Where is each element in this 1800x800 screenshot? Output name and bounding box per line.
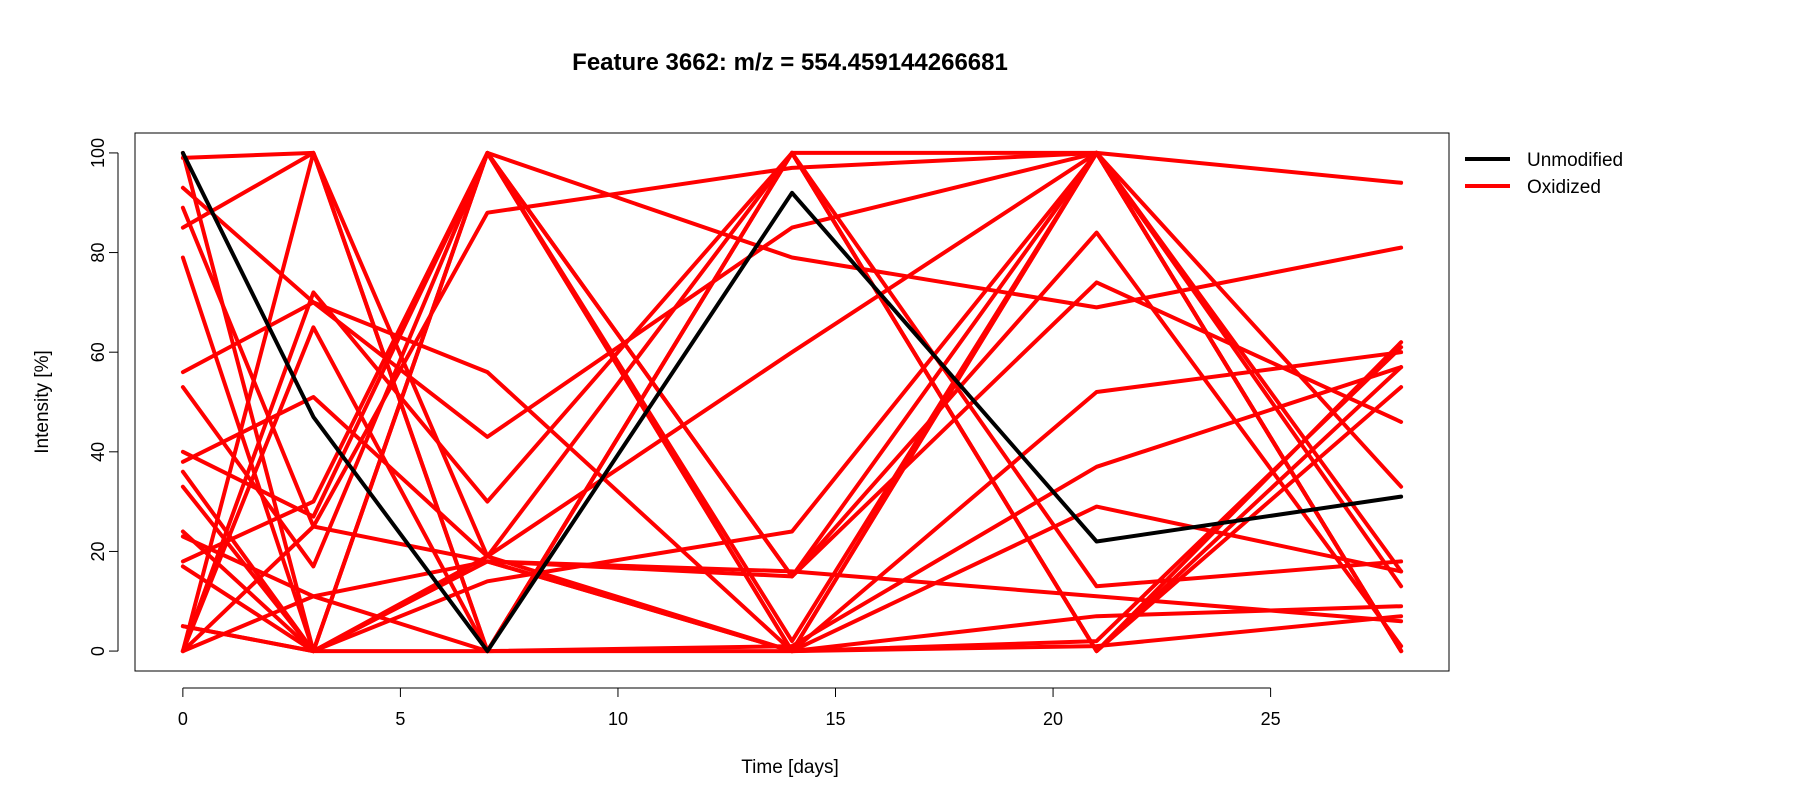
y-tick-label: 80	[88, 243, 108, 263]
x-tick-label: 10	[608, 709, 628, 729]
series-layer	[180, 150, 1404, 654]
series-line-oxidized-19	[180, 150, 1404, 654]
x-tick-label: 0	[178, 709, 188, 729]
legend: Unmodified Oxidized	[1465, 150, 1623, 198]
series-line-oxidized-24	[180, 534, 1404, 654]
chart-title: Feature 3662: m/z = 554.459144266681	[572, 49, 1008, 76]
legend-label-oxidized: Oxidized	[1527, 177, 1601, 198]
series-line-oxidized-11	[180, 150, 1404, 489]
series-line-oxidized-12	[180, 150, 1404, 579]
y-tick-label: 40	[88, 442, 108, 462]
y-axis: 0 20 40 60 80 100	[88, 138, 119, 656]
y-tick-label: 0	[88, 646, 108, 656]
x-axis-label: Time [days]	[741, 757, 839, 778]
series-line-oxidized-16	[180, 150, 1404, 589]
legend-label-unmodified: Unmodified	[1527, 150, 1623, 171]
series-line-oxidized-13	[180, 300, 1404, 654]
series-line-oxidized-10	[180, 150, 1404, 529]
series-line-unmodified-1	[180, 150, 1404, 654]
series-line-oxidized-22	[180, 524, 1404, 654]
series-line-oxidized-20	[180, 365, 1404, 654]
x-tick-label: 5	[395, 709, 405, 729]
series-line-oxidized-21	[180, 230, 1404, 654]
y-tick-label: 100	[88, 138, 108, 168]
plot-frame	[134, 132, 1450, 672]
x-tick-label: 20	[1043, 709, 1063, 729]
series-line-oxidized-15	[180, 150, 1404, 564]
series-line-oxidized-6	[180, 150, 1404, 654]
series-line-oxidized-5	[180, 150, 1404, 654]
x-tick-label: 25	[1261, 709, 1281, 729]
y-tick-label: 60	[88, 342, 108, 362]
series-line-oxidized-23	[180, 559, 1404, 654]
y-axis-label: Intensity [%]	[32, 350, 53, 454]
y-tick-label: 20	[88, 541, 108, 561]
x-tick-label: 15	[825, 709, 845, 729]
x-axis: 0 5 10 15 20 25	[178, 687, 1281, 729]
